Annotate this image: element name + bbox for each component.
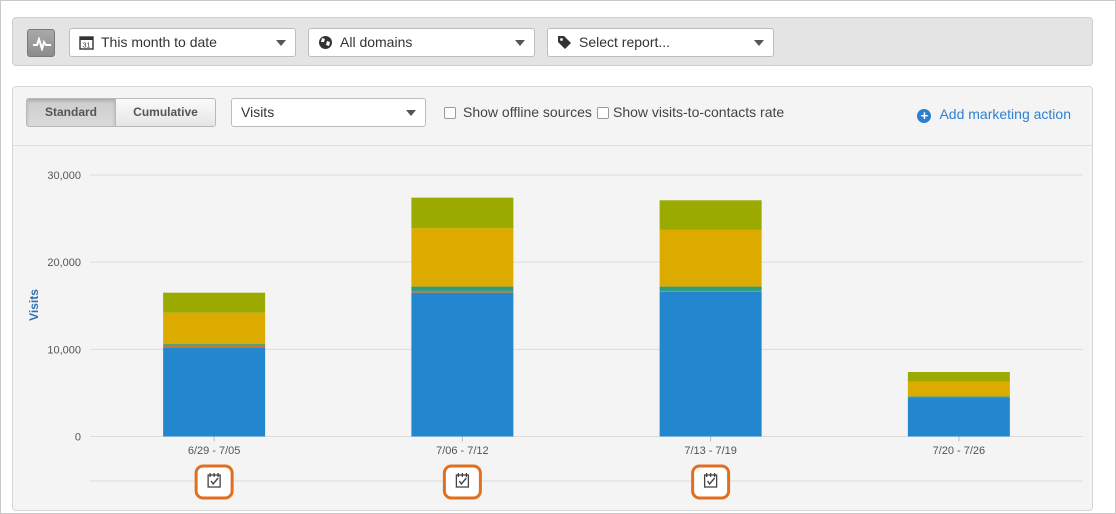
y-tick-label: 10,000 xyxy=(47,344,81,356)
svg-text:31: 31 xyxy=(83,43,91,50)
visits-to-contacts-checkbox[interactable]: Show visits-to-contacts rate xyxy=(597,104,784,120)
check-mark xyxy=(210,477,219,486)
x-tick-label: 7/20 - 7/26 xyxy=(933,445,986,457)
domain-value: All domains xyxy=(340,34,413,50)
check-mark xyxy=(458,477,467,486)
bar-segment[interactable] xyxy=(907,397,1010,437)
bar-segment[interactable] xyxy=(411,290,514,293)
y-tick-label: 20,000 xyxy=(47,257,81,269)
bar-segment[interactable] xyxy=(659,286,762,291)
chevron-down-icon xyxy=(406,110,416,116)
globe-icon xyxy=(319,36,332,49)
checkbox-box[interactable] xyxy=(597,107,609,119)
pulse-icon xyxy=(33,37,51,51)
bar-segment[interactable] xyxy=(163,347,266,437)
date-range-value: This month to date xyxy=(101,34,217,50)
bar-segment[interactable] xyxy=(411,228,514,287)
add-marketing-action-link[interactable]: + Add marketing action xyxy=(917,106,1071,123)
y-tick-label: 30,000 xyxy=(47,170,81,182)
date-range-dropdown[interactable]: 31 This month to date xyxy=(69,28,296,57)
cumulative-view-button[interactable]: Cumulative xyxy=(116,99,215,126)
bar-segment[interactable] xyxy=(659,229,762,287)
bar-segment[interactable] xyxy=(907,396,1010,398)
add-marketing-action-label: Add marketing action xyxy=(939,106,1071,122)
x-tick-label: 7/13 - 7/19 xyxy=(684,445,737,457)
bar-segment[interactable] xyxy=(907,381,1010,397)
metric-value: Visits xyxy=(241,104,275,120)
bar-segment[interactable] xyxy=(659,291,762,437)
offline-sources-checkbox[interactable]: Show offline sources xyxy=(444,104,592,120)
metric-dropdown[interactable]: Visits xyxy=(231,98,426,127)
bar-segment[interactable] xyxy=(411,197,514,229)
domain-dropdown[interactable]: All domains xyxy=(308,28,535,57)
calendar-icon: 31 xyxy=(79,36,94,50)
x-tick-label: 7/06 - 7/12 xyxy=(436,445,489,457)
activity-toggle-button[interactable] xyxy=(27,29,55,57)
chevron-down-icon xyxy=(515,40,525,46)
bar-segment[interactable] xyxy=(163,312,266,345)
bar-segment[interactable] xyxy=(163,345,266,348)
report-dropdown[interactable]: Select report... xyxy=(547,28,774,57)
standard-view-button[interactable]: Standard xyxy=(27,99,116,126)
x-tick-label: 6/29 - 7/05 xyxy=(188,445,241,457)
offline-sources-label: Show offline sources xyxy=(463,104,592,120)
view-toggle: Standard Cumulative xyxy=(26,98,216,127)
bar-segment[interactable] xyxy=(411,292,514,437)
chart-toolbar: Standard Cumulative Visits Show offline … xyxy=(13,87,1092,146)
bar-segment[interactable] xyxy=(659,200,762,230)
bar-segment[interactable] xyxy=(907,371,1010,382)
y-axis-label: Visits xyxy=(27,289,41,321)
filter-bar: 31 This month to date All domains Select… xyxy=(12,17,1093,66)
y-tick-label: 0 xyxy=(75,432,81,444)
report-value: Select report... xyxy=(579,34,671,50)
tag-icon xyxy=(558,36,571,49)
visits-to-contacts-label: Show visits-to-contacts rate xyxy=(613,104,785,120)
checkbox-box[interactable] xyxy=(444,107,456,119)
plus-circle-icon: + xyxy=(917,109,932,123)
bar-segment[interactable] xyxy=(163,344,266,346)
chevron-down-icon xyxy=(276,40,286,46)
bar-segment[interactable] xyxy=(411,286,514,291)
bar-segment[interactable] xyxy=(659,290,762,292)
check-mark xyxy=(707,477,716,486)
bar-segment[interactable] xyxy=(163,292,266,313)
chevron-down-icon xyxy=(754,40,764,46)
